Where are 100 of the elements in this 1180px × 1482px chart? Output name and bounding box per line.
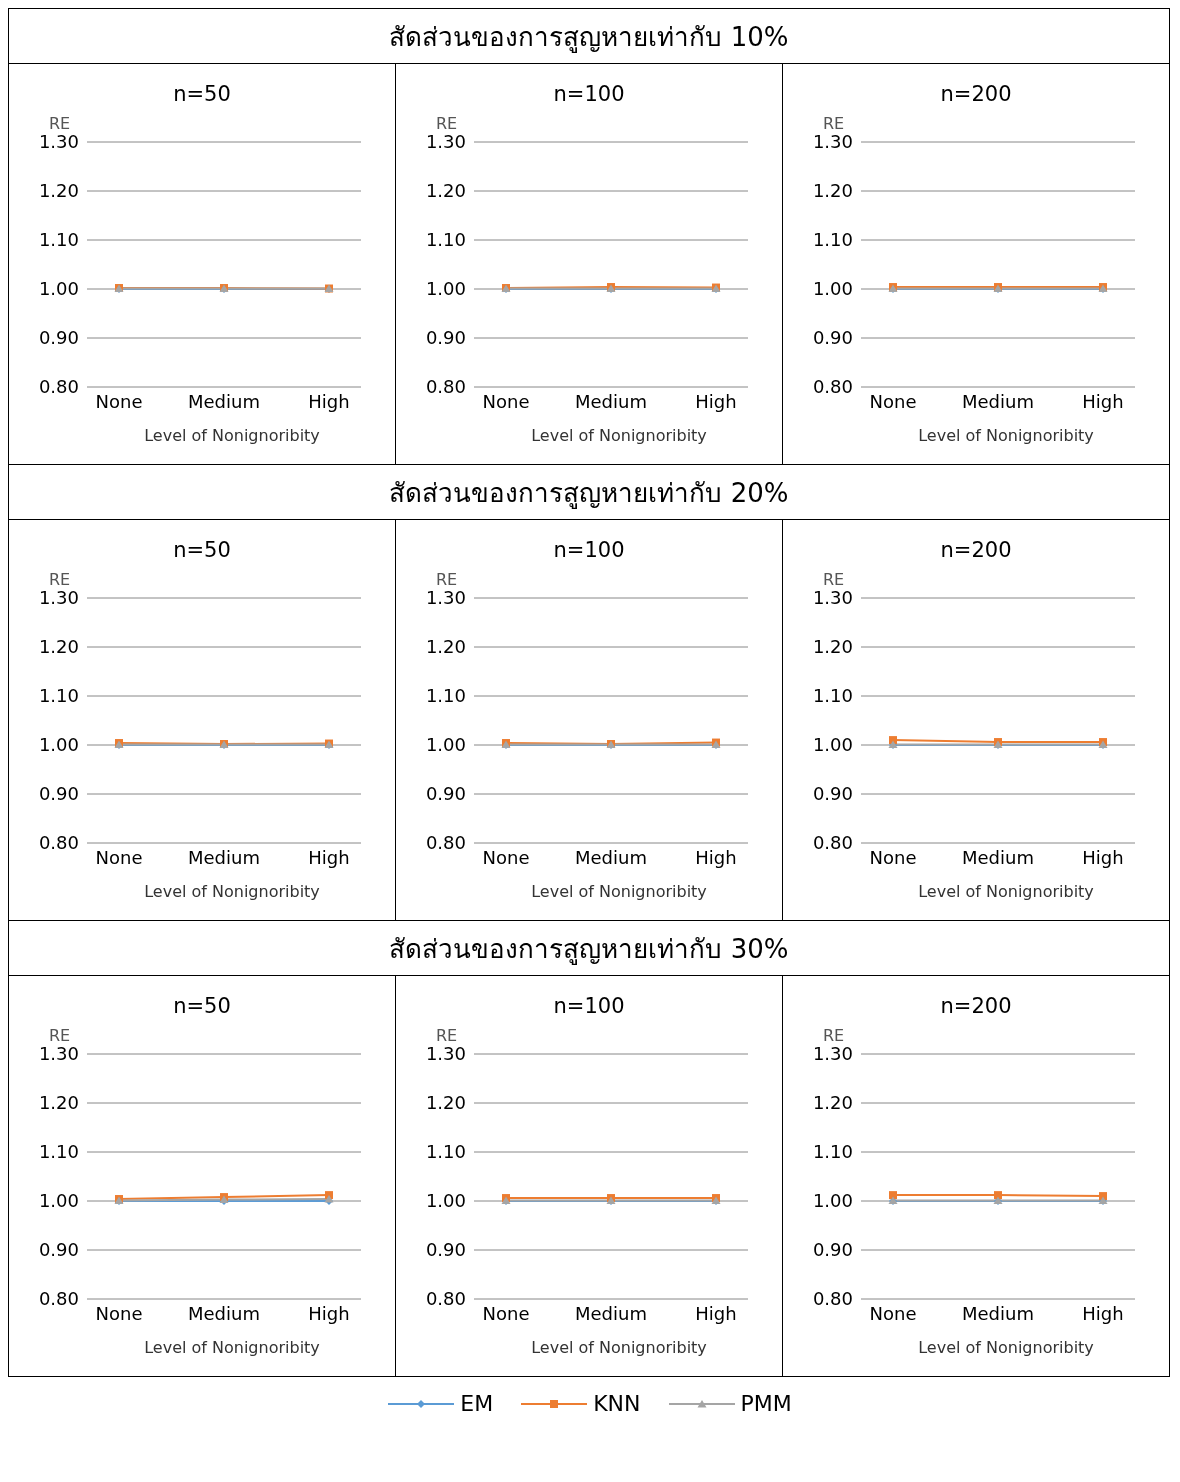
- y-axis-title: RE: [436, 570, 458, 589]
- y-tick-label: 0.90: [812, 783, 853, 805]
- y-axis-title: RE: [49, 570, 71, 589]
- y-tick-label: 0.90: [38, 783, 79, 805]
- y-tick-label: 1.30: [38, 131, 79, 153]
- y-tick-label: 1.00: [812, 1190, 853, 1212]
- y-tick-label: 1.30: [425, 587, 466, 609]
- y-tick-label: 1.10: [425, 1141, 466, 1163]
- y-tick-label: 0.80: [812, 376, 853, 398]
- legend-label: PMM: [740, 1391, 792, 1416]
- y-tick-label: 1.00: [425, 1190, 466, 1212]
- y-tick-label: 1.10: [812, 229, 853, 251]
- y-tick-label: 1.00: [812, 278, 853, 300]
- y-tick-label: 1.20: [812, 1092, 853, 1114]
- y-tick-label: 1.10: [425, 229, 466, 251]
- x-tick-label: None: [95, 1302, 143, 1324]
- y-tick-label: 1.30: [425, 131, 466, 153]
- x-axis-title: Level of Nonignoribity: [143, 426, 321, 445]
- y-axis-title: RE: [49, 1026, 71, 1045]
- y-tick-label: 1.20: [38, 180, 79, 202]
- chart-title: n=100: [552, 994, 626, 1020]
- x-tick-label: Medium: [188, 1302, 260, 1324]
- y-tick-label: 1.10: [812, 1141, 853, 1163]
- y-tick-label: 0.80: [38, 832, 79, 854]
- y-tick-label: 1.10: [38, 1141, 79, 1163]
- y-tick-label: 0.80: [425, 832, 466, 854]
- y-axis-title: RE: [823, 570, 845, 589]
- y-tick-label: 1.00: [812, 734, 853, 756]
- y-tick-label: 1.10: [38, 229, 79, 251]
- x-tick-label: Medium: [575, 846, 647, 868]
- chart-title: n=50: [172, 82, 232, 108]
- x-tick-label: Medium: [188, 846, 260, 868]
- x-tick-label: High: [1082, 1302, 1124, 1324]
- x-tick-label: High: [695, 390, 737, 412]
- y-tick-label: 1.10: [38, 685, 79, 707]
- y-tick-label: 1.30: [38, 1043, 79, 1065]
- text: สัดส่วนของการสูญหายเท่ากับ 20%: [9, 465, 1169, 520]
- y-axis-title: RE: [436, 114, 458, 133]
- x-tick-label: None: [95, 846, 143, 868]
- y-tick-label: 0.80: [425, 1288, 466, 1310]
- y-tick-label: 0.90: [812, 327, 853, 349]
- y-tick-label: 0.90: [38, 1239, 79, 1261]
- y-tick-label: 0.90: [425, 783, 466, 805]
- x-tick-label: Medium: [962, 390, 1034, 412]
- y-tick-label: 1.20: [425, 1092, 466, 1114]
- x-axis-title: Level of Nonignoribity: [530, 426, 708, 445]
- y-tick-label: 1.30: [425, 1043, 466, 1065]
- y-tick-label: 1.20: [425, 180, 466, 202]
- y-tick-label: 1.20: [38, 636, 79, 658]
- x-tick-label: None: [869, 1302, 917, 1324]
- x-tick-label: None: [482, 1302, 530, 1324]
- y-tick-label: 0.80: [425, 376, 466, 398]
- chart-title: n=100: [552, 82, 626, 108]
- y-axis-title: RE: [823, 1026, 845, 1045]
- x-tick-label: None: [869, 846, 917, 868]
- x-axis-title: Level of Nonignoribity: [917, 882, 1095, 901]
- y-axis-title: RE: [49, 114, 71, 133]
- text: สัดส่วนของการสูญหายเท่ากับ 10%: [9, 9, 1169, 64]
- y-tick-label: 0.80: [812, 832, 853, 854]
- x-tick-label: Medium: [575, 1302, 647, 1324]
- y-tick-label: 1.10: [425, 685, 466, 707]
- x-tick-label: High: [695, 1302, 737, 1324]
- chart-title: n=200: [939, 538, 1013, 564]
- y-tick-label: 1.00: [425, 734, 466, 756]
- x-axis-title: Level of Nonignoribity: [917, 426, 1095, 445]
- x-axis-title: Level of Nonignoribity: [530, 1338, 708, 1357]
- y-tick-label: 0.90: [812, 1239, 853, 1261]
- x-tick-label: High: [1082, 846, 1124, 868]
- y-tick-label: 1.30: [812, 131, 853, 153]
- y-tick-label: 1.10: [812, 685, 853, 707]
- y-tick-label: 1.00: [38, 1190, 79, 1212]
- x-axis-title: Level of Nonignoribity: [530, 882, 708, 901]
- x-tick-label: High: [308, 846, 350, 868]
- y-tick-label: 1.20: [812, 180, 853, 202]
- x-tick-label: Medium: [188, 390, 260, 412]
- y-tick-label: 1.20: [425, 636, 466, 658]
- y-tick-label: 0.80: [812, 1288, 853, 1310]
- x-tick-label: None: [482, 390, 530, 412]
- x-tick-label: Medium: [575, 390, 647, 412]
- x-tick-label: Medium: [962, 1302, 1034, 1324]
- y-tick-label: 0.80: [38, 376, 79, 398]
- y-tick-label: 1.00: [38, 734, 79, 756]
- chart-title: n=200: [939, 82, 1013, 108]
- chart-title: n=100: [552, 538, 626, 564]
- chart-title: n=200: [939, 994, 1013, 1020]
- x-tick-label: High: [308, 390, 350, 412]
- x-tick-label: High: [1082, 390, 1124, 412]
- legend-label: KNN: [593, 1391, 641, 1416]
- y-axis-title: RE: [823, 114, 845, 133]
- y-tick-label: 1.20: [812, 636, 853, 658]
- x-axis-title: Level of Nonignoribity: [917, 1338, 1095, 1357]
- text: สัดส่วนของการสูญหายเท่ากับ 30%: [9, 921, 1169, 976]
- x-tick-label: None: [482, 846, 530, 868]
- x-tick-label: High: [308, 1302, 350, 1324]
- x-tick-label: Medium: [962, 846, 1034, 868]
- y-tick-label: 1.20: [38, 1092, 79, 1114]
- legend-label: EM: [460, 1391, 494, 1416]
- y-tick-label: 0.90: [38, 327, 79, 349]
- x-axis-title: Level of Nonignoribity: [143, 882, 321, 901]
- x-tick-label: High: [695, 846, 737, 868]
